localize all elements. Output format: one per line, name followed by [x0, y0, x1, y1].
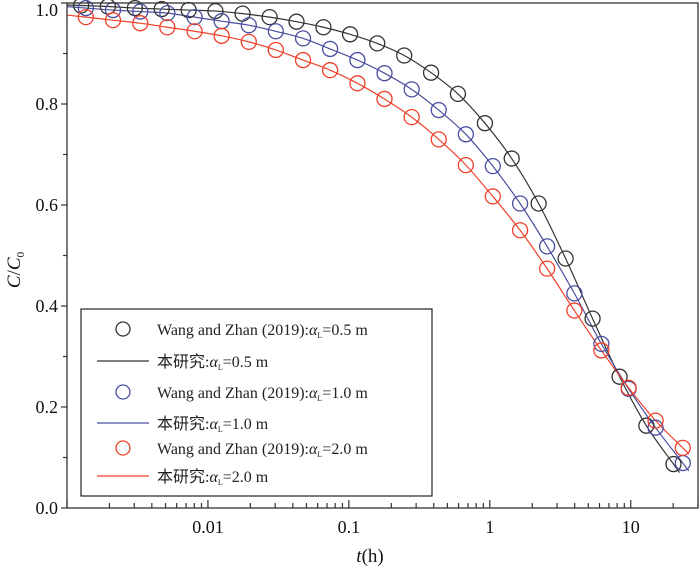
- legend-box: [80, 308, 433, 497]
- data-point: [77, 0, 94, 17]
- data-point: [104, 12, 122, 29]
- data-point: [620, 379, 637, 396]
- plot-frame: [66, 2, 699, 509]
- x-axis-label: t(h): [356, 546, 383, 567]
- y-tick-label: 0.0: [36, 498, 59, 518]
- data-point: [674, 439, 691, 457]
- data-point: [538, 260, 556, 277]
- x-tick-label: 0.1: [338, 517, 361, 537]
- data-point: [321, 40, 339, 58]
- legend-label: Wang and Zhan (2019):αL=1.0 m: [157, 385, 368, 403]
- y-tick-label: 0.8: [36, 94, 59, 114]
- y-tick-label: 0.2: [36, 397, 59, 417]
- data-point: [593, 335, 610, 353]
- data-point: [511, 222, 529, 239]
- data-point: [430, 131, 447, 148]
- data-point: [484, 157, 501, 175]
- data-point: [647, 412, 664, 429]
- data-point: [369, 35, 386, 52]
- y-tick-label: 0.6: [36, 195, 59, 215]
- legend-marker-circle: [115, 384, 131, 400]
- data-point: [584, 310, 601, 327]
- legend-label: 本研究:αL=2.0 m: [157, 468, 269, 487]
- data-point: [186, 23, 203, 40]
- data-point: [288, 13, 305, 30]
- x-tick-labels: 0.01 0.1 1 10: [192, 517, 640, 537]
- y-tick-label: 0.4: [36, 296, 59, 316]
- data-point: [422, 64, 440, 81]
- legend-marker-circle: [115, 321, 131, 337]
- data-point: [294, 51, 312, 69]
- data-point: [457, 126, 474, 143]
- model-line: [66, 14, 690, 455]
- data-points: [72, 0, 691, 473]
- data-point: [593, 342, 610, 359]
- data-point: [566, 285, 583, 302]
- data-point: [638, 417, 655, 434]
- data-point: [403, 108, 420, 126]
- data-point: [476, 115, 494, 132]
- data-point: [267, 23, 284, 40]
- data-point: [665, 455, 682, 473]
- data-point: [396, 47, 413, 64]
- data-point: [294, 30, 312, 47]
- data-point: [315, 19, 332, 36]
- data-point: [349, 75, 366, 92]
- data-point: [376, 65, 393, 82]
- data-point: [240, 17, 257, 34]
- data-point: [341, 26, 359, 43]
- data-point: [430, 101, 447, 119]
- data-point: [132, 15, 149, 32]
- data-point: [126, 0, 144, 17]
- data-point: [530, 195, 547, 212]
- data-point: [240, 33, 257, 51]
- x-tick-label: 1: [485, 517, 494, 537]
- data-point: [403, 81, 420, 98]
- data-point: [538, 238, 556, 255]
- y-tick-labels: 0.0 0.2 0.4 0.6 0.8 1.0: [36, 0, 59, 518]
- x-tick-label: 0.01: [192, 517, 224, 537]
- legend-label: Wang and Zhan (2019):αL=2.0 m: [157, 441, 368, 459]
- data-point: [349, 51, 366, 69]
- data-point: [503, 150, 520, 167]
- legend-label: 本研究:αL=0.5 m: [157, 353, 269, 372]
- data-point: [376, 90, 393, 108]
- data-point: [511, 195, 529, 212]
- data-point: [267, 41, 284, 59]
- data-point: [186, 8, 203, 26]
- legend-label: Wang and Zhan (2019):αL=0.5 m: [157, 322, 368, 340]
- data-point: [611, 368, 628, 385]
- data-point: [261, 8, 278, 26]
- data-point: [566, 302, 583, 319]
- data-point: [77, 8, 94, 26]
- data-point: [159, 4, 176, 22]
- data-point: [153, 0, 170, 18]
- data-point: [449, 85, 467, 103]
- data-point: [457, 156, 474, 174]
- legend-marker-circle: [115, 440, 131, 456]
- data-point: [213, 27, 230, 44]
- legend: Wang and Zhan (2019):αL=0.5 m 本研究:αL=0.5 …: [80, 308, 433, 497]
- data-point: [647, 419, 664, 436]
- data-point: [159, 19, 176, 36]
- x-tick-label: 10: [622, 517, 640, 537]
- data-point: [557, 250, 574, 267]
- y-tick-label: 1.0: [36, 0, 59, 20]
- data-point: [321, 62, 339, 79]
- data-point: [484, 188, 501, 205]
- legend-label: 本研究:αL=1.0 m: [157, 415, 269, 434]
- y-axis-label: C/C0: [4, 251, 27, 288]
- data-point: [72, 0, 90, 14]
- data-point: [132, 3, 149, 20]
